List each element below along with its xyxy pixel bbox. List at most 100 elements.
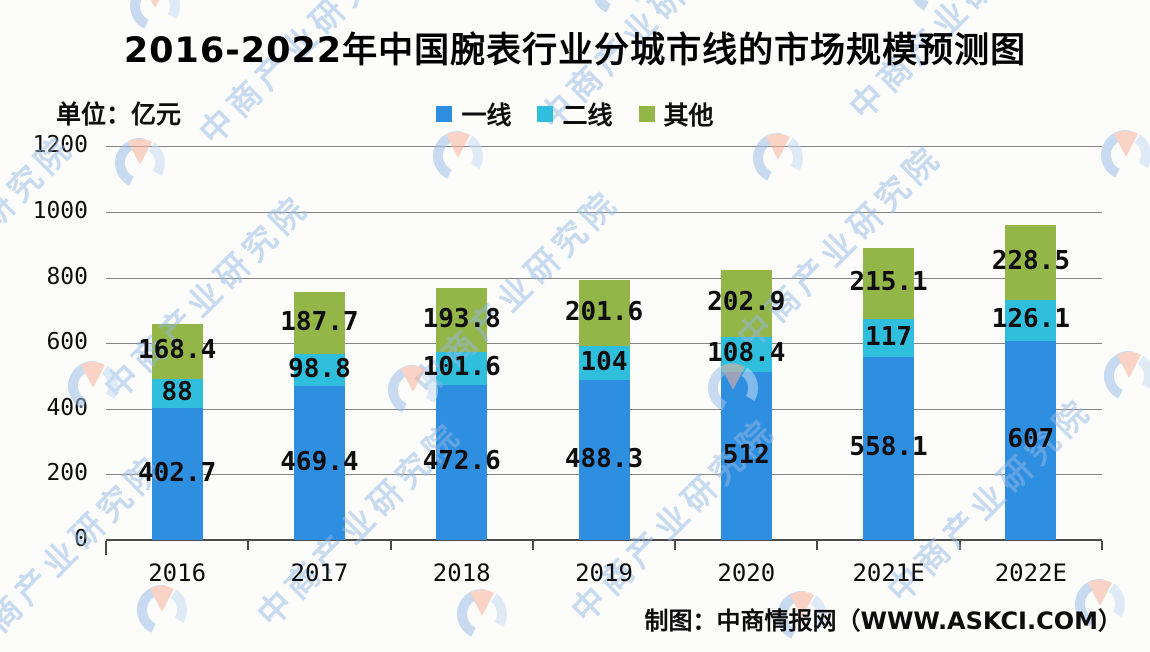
gridline — [106, 343, 1102, 345]
legend-label: 一线 — [461, 101, 512, 130]
y-axis-tick-label: 600 — [46, 329, 88, 356]
bar-value-label: 402.7 — [138, 457, 217, 488]
gridline — [106, 146, 1102, 148]
bar-value-label: 215.1 — [849, 267, 928, 298]
gridline — [106, 212, 1102, 213]
bar-value-label: 117 — [865, 321, 913, 352]
bar-segment-2016-一线 — [151, 407, 203, 540]
watermark-text: 中商产业研究院 — [563, 409, 785, 631]
bar-segment-2019-二线 — [578, 345, 630, 380]
bar-value-label: 126.1 — [991, 304, 1070, 335]
bar-segment-2018-其他 — [436, 288, 488, 352]
watermark-text: 中商产业研究院 — [0, 446, 173, 652]
bar-value-label: 108.4 — [707, 338, 786, 369]
watermark-logo-icon — [1101, 348, 1150, 408]
x-axis-tick — [816, 541, 819, 550]
watermark-text: 中商产业研究院 — [729, 136, 951, 358]
y-axis-tick-label: 1200 — [32, 132, 88, 159]
x-axis-category-label: 2020 — [717, 559, 776, 587]
watermark-text: 中商产业研究院 — [249, 413, 471, 635]
bar-value-label: 202.9 — [707, 287, 786, 318]
legend-item: 其他 — [638, 96, 714, 132]
legend-swatch-icon — [436, 106, 453, 122]
x-axis-category-label: 2019 — [575, 559, 633, 587]
chart-title: 2016-2022年中国腕表行业分城市线的市场规模预测图 — [123, 31, 1027, 71]
bar-value-label: 88 — [161, 377, 193, 408]
y-axis-tick-label: 0 — [74, 526, 88, 552]
legend-item: 二线 — [537, 96, 613, 132]
x-axis-line — [106, 539, 1102, 541]
x-axis-tick — [247, 541, 250, 550]
watermark-text: 中商产业研究院 — [96, 186, 318, 408]
watermark-logo-icon — [112, 135, 168, 195]
watermark-logo-icon — [65, 358, 121, 418]
watermark-logo-icon — [1098, 127, 1150, 187]
bar-value-label: 512 — [722, 440, 770, 471]
x-axis-tick — [674, 541, 677, 550]
x-axis-category-label: 2016 — [148, 559, 207, 587]
gridline — [106, 474, 1102, 476]
y-axis-tick-label: 400 — [46, 394, 88, 421]
bar-segment-2018-一线 — [436, 384, 488, 540]
x-axis-tick — [958, 541, 961, 550]
bar-segment-2022E-一线 — [1005, 340, 1057, 540]
x-axis-tick — [105, 541, 107, 555]
bar-segment-2020-一线 — [720, 372, 772, 540]
bar-value-label: 98.8 — [288, 353, 351, 384]
bar-value-label: 469.4 — [280, 447, 359, 478]
watermark-text: 中商产业研究院 — [406, 181, 628, 403]
bar-value-label: 488.3 — [564, 443, 644, 474]
bar-value-label: 228.5 — [991, 246, 1070, 277]
chart-legend: 一线 二线 其他 — [0, 96, 1150, 132]
bar-value-label: 168.4 — [138, 335, 217, 366]
legend-swatch-icon — [537, 106, 554, 122]
watermark-logo-icon — [589, 0, 645, 22]
bar-segment-2022E-其他 — [1005, 224, 1057, 300]
bar-segment-2017-其他 — [293, 292, 345, 354]
bar-segment-2017-二线 — [293, 353, 345, 387]
watermark-logo-icon — [705, 360, 761, 420]
y-axis-tick-label: 800 — [46, 263, 88, 290]
watermark-logo-icon — [750, 130, 806, 190]
x-axis-category-label: 2022E — [994, 559, 1067, 587]
watermark-logo-icon — [907, 0, 963, 20]
bar-segment-2021E-二线 — [863, 318, 915, 357]
x-axis-tick — [1101, 541, 1103, 550]
watermark-text: 中商产业研究院 — [0, 126, 83, 348]
bar-value-label: 558.1 — [849, 432, 928, 463]
watermark-logo-icon — [454, 586, 510, 646]
bar-segment-2019-其他 — [578, 279, 630, 346]
x-axis-tick — [389, 541, 392, 550]
bar-value-label: 104 — [580, 346, 628, 377]
x-axis-category-label: 2021E — [852, 559, 925, 587]
bar-value-label: 193.8 — [422, 303, 501, 334]
gridline — [106, 408, 1102, 410]
bar-segment-2021E-一线 — [863, 356, 915, 540]
x-axis-category-label: 2018 — [432, 559, 491, 587]
watermark-logo-icon — [385, 362, 441, 422]
bar-segment-2018-二线 — [436, 351, 488, 385]
watermark-text: 中商产业研究院 — [879, 389, 1101, 611]
x-axis-category-label: 2017 — [290, 559, 349, 587]
bar-segment-2017-一线 — [293, 386, 345, 540]
y-axis-tick-label: 200 — [46, 460, 88, 487]
bar-segment-2016-其他 — [151, 323, 203, 380]
bar-segment-2020-其他 — [720, 269, 772, 337]
watermark-logo-icon — [430, 128, 486, 188]
legend-swatch-icon — [638, 106, 655, 122]
legend-item: 一线 — [436, 96, 511, 132]
bar-value-label: 607 — [1007, 424, 1055, 455]
y-axis-tick-label: 1000 — [32, 198, 88, 224]
watermark-logo-icon — [134, 582, 190, 642]
bar-value-label: 472.6 — [422, 446, 501, 477]
legend-label: 其他 — [663, 101, 714, 130]
bar-value-label: 201.6 — [564, 296, 644, 327]
x-axis-tick — [531, 541, 534, 550]
unit-label: 单位：亿元 — [56, 100, 182, 129]
gridline — [106, 277, 1102, 279]
bar-value-label: 187.7 — [280, 306, 359, 337]
bar-segment-2016-二线 — [151, 379, 203, 408]
bar-segment-2020-二线 — [720, 336, 772, 373]
source-credit: 制图：中商情报网（WWW.ASKCI.COM） — [644, 607, 1122, 635]
